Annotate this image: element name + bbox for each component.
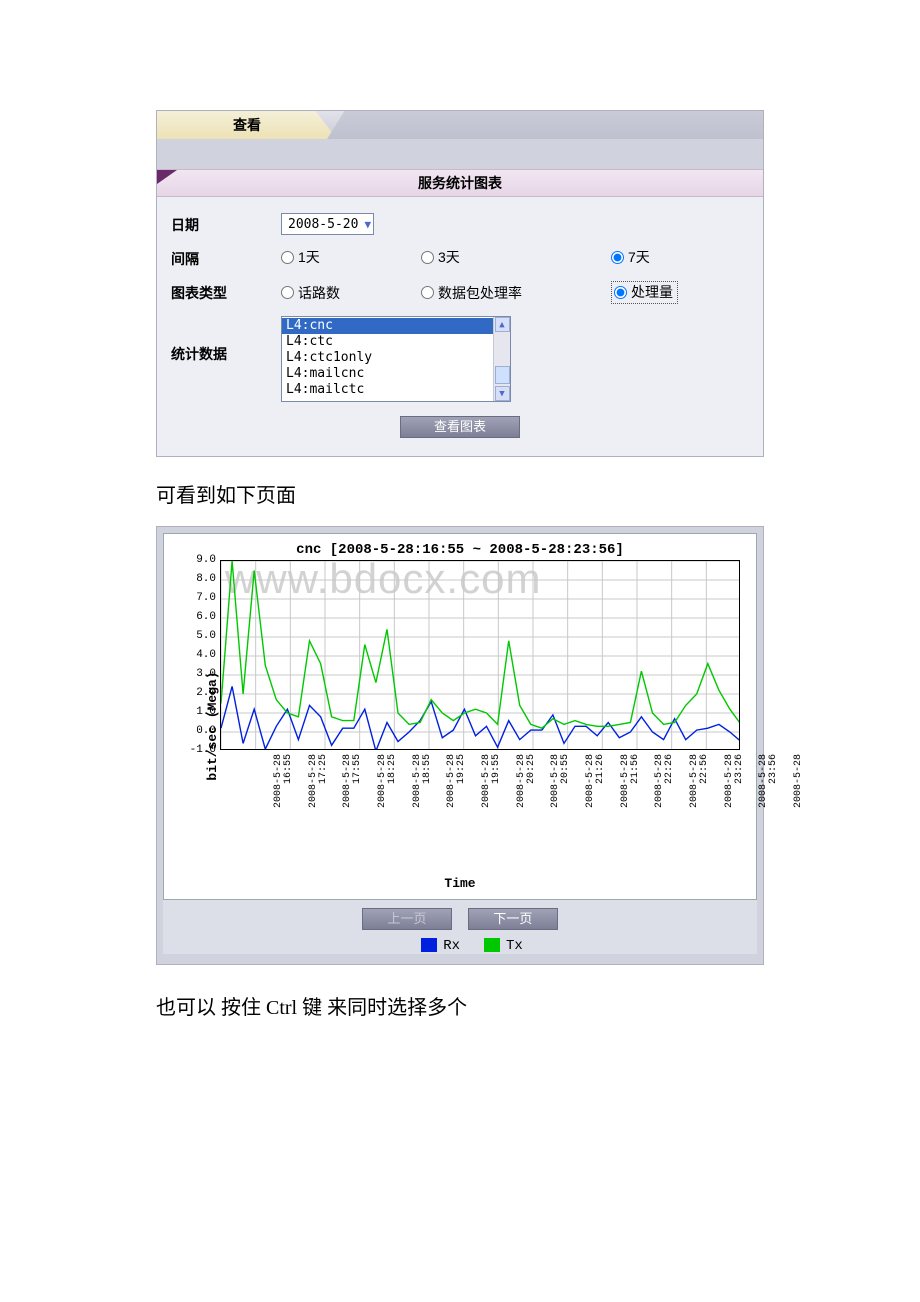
chart-type-option[interactable]: 处理量 — [611, 281, 678, 304]
chart-type-option-label: 处理量 — [631, 282, 673, 302]
chart-type-label: 图表类型 — [171, 281, 281, 303]
radio-icon[interactable] — [281, 251, 294, 264]
submit-button[interactable]: 查看图表 — [400, 416, 520, 438]
x-tick-label: 2008-5-28 — [794, 754, 804, 808]
prev-label: 上一页 — [388, 911, 427, 926]
legend: Rx Tx — [163, 934, 757, 954]
section-corner-icon — [157, 170, 177, 184]
x-tick-label: 2008-5-28 19:25 — [447, 754, 467, 808]
chart-type-option-label: 话路数 — [298, 283, 340, 303]
form-area: 日期 2008-5-20 ▼ 间隔 1天 3天 7天 图表类型 话路数 数据包处理率 处… — [157, 197, 763, 456]
x-tick-label: 2008-5-28 20:55 — [551, 754, 571, 808]
chart-zone: bit/sec (Mega) -1.00.01.02.03.04.05.06.0… — [170, 560, 750, 891]
caption-1: 可看到如下页面 — [156, 479, 764, 508]
tab-view-label: 查看 — [233, 115, 261, 135]
scrollbar[interactable]: ▲ ▼ — [493, 317, 510, 401]
x-tick-label: 2008-5-28 19:55 — [482, 754, 502, 808]
y-tick-label: 2.0 — [196, 687, 216, 699]
chart-nav: 上一页 下一页 — [163, 900, 757, 934]
x-tick-label: 2008-5-28 16:55 — [274, 754, 294, 808]
tab-view[interactable]: 查看 — [157, 111, 337, 139]
plot-area: www.bdocx.com — [220, 560, 740, 750]
radio-icon[interactable] — [281, 286, 294, 299]
caption-2: 也可以 按住 Ctrl 键 来同时选择多个 — [156, 991, 764, 1020]
y-tick-label: 3.0 — [196, 668, 216, 680]
date-label: 日期 — [171, 213, 281, 235]
list-item[interactable]: L4:mailcnc — [282, 366, 510, 382]
y-tick-label: 0.0 — [196, 725, 216, 737]
legend-label: Tx — [506, 938, 523, 954]
y-tick-label: 5.0 — [196, 630, 216, 642]
x-tick-label: 2008-5-28 21:26 — [586, 754, 606, 808]
radio-icon[interactable] — [421, 251, 434, 264]
scroll-thumb[interactable] — [495, 366, 510, 384]
list-item[interactable]: L4:mailctc — [282, 382, 510, 398]
legend-swatch — [484, 938, 500, 952]
interval-option[interactable]: 7天 — [611, 247, 650, 267]
radio-icon[interactable] — [421, 286, 434, 299]
section-header: 服务统计图表 — [157, 169, 763, 197]
section-title: 服务统计图表 — [418, 173, 502, 193]
date-select[interactable]: 2008-5-20 ▼ — [281, 213, 374, 235]
y-tick-label: -1.0 — [190, 744, 216, 756]
data-listbox[interactable]: L4:cncL4:ctcL4:ctc1onlyL4:mailcncL4:mail… — [281, 316, 511, 402]
y-tick-label: 6.0 — [196, 611, 216, 623]
data-label: 统计数据 — [171, 316, 281, 364]
y-tick-label: 9.0 — [196, 554, 216, 566]
chart-card: cnc [2008-5-28:16:55 ~ 2008-5-28:23:56] … — [163, 533, 757, 900]
stats-form-panel: 查看 服务统计图表 日期 2008-5-20 ▼ 间隔 1天 3天 7天 — [156, 110, 764, 457]
interval-option-label: 3天 — [438, 247, 460, 267]
x-tick-label: 2008-5-28 21:56 — [621, 754, 641, 808]
y-tick-label: 8.0 — [196, 573, 216, 585]
next-page-button[interactable]: 下一页 — [468, 908, 558, 930]
y-tick-label: 4.0 — [196, 649, 216, 661]
radio-icon[interactable] — [611, 251, 624, 264]
interval-label: 间隔 — [171, 247, 281, 269]
submit-label: 查看图表 — [434, 419, 486, 434]
x-ticks: 2008-5-28 16:55 2008-5-28 17:25 2008-5-28 … — [216, 750, 744, 820]
prev-page-button[interactable]: 上一页 — [362, 908, 452, 930]
chart-panel: cnc [2008-5-28:16:55 ~ 2008-5-28:23:56] … — [156, 526, 764, 965]
legend-label: Rx — [443, 938, 460, 954]
x-tick-label: 2008-5-28 18:55 — [413, 754, 433, 808]
x-tick-label: 2008-5-28 23:56 — [759, 754, 779, 808]
y-tick-label: 1.0 — [196, 706, 216, 718]
chevron-down-icon: ▼ — [364, 218, 371, 231]
x-tick-label: 2008-5-28 22:56 — [690, 754, 710, 808]
radio-icon[interactable] — [614, 286, 627, 299]
tab-bar: 查看 — [157, 111, 763, 139]
interval-option-label: 1天 — [298, 247, 320, 267]
x-axis-label: Time — [170, 876, 750, 891]
chart-type-option-label: 数据包处理率 — [438, 283, 522, 303]
x-tick-label: 2008-5-28 17:55 — [343, 754, 363, 808]
interval-option-label: 7天 — [628, 247, 650, 267]
date-value: 2008-5-20 — [288, 217, 358, 232]
chart-type-option[interactable]: 数据包处理率 — [421, 281, 611, 304]
scroll-down-icon[interactable]: ▼ — [495, 386, 510, 401]
x-tick-label: 2008-5-28 22:26 — [655, 754, 675, 808]
chart-title: cnc [2008-5-28:16:55 ~ 2008-5-28:23:56] — [170, 538, 750, 560]
scroll-up-icon[interactable]: ▲ — [495, 317, 510, 332]
list-item[interactable]: L4:cnc — [282, 318, 510, 334]
interval-option[interactable]: 3天 — [421, 247, 611, 267]
x-tick-label: 2008-5-28 17:25 — [309, 754, 329, 808]
x-tick-label: 2008-5-28 23:26 — [725, 754, 745, 808]
interval-option[interactable]: 1天 — [281, 247, 421, 267]
chart-type-option[interactable]: 话路数 — [281, 281, 421, 304]
x-tick-label: 2008-5-28 20:25 — [517, 754, 537, 808]
y-tick-label: 7.0 — [196, 592, 216, 604]
list-item[interactable]: L4:ctc1only — [282, 350, 510, 366]
list-item[interactable]: L4:ctc — [282, 334, 510, 350]
x-tick-label: 2008-5-28 18:25 — [378, 754, 398, 808]
legend-swatch — [421, 938, 437, 952]
next-label: 下一页 — [493, 911, 532, 926]
tab-bar-rest — [327, 111, 763, 139]
y-ticks: -1.00.01.02.03.04.05.06.07.08.09.0 — [184, 560, 216, 750]
